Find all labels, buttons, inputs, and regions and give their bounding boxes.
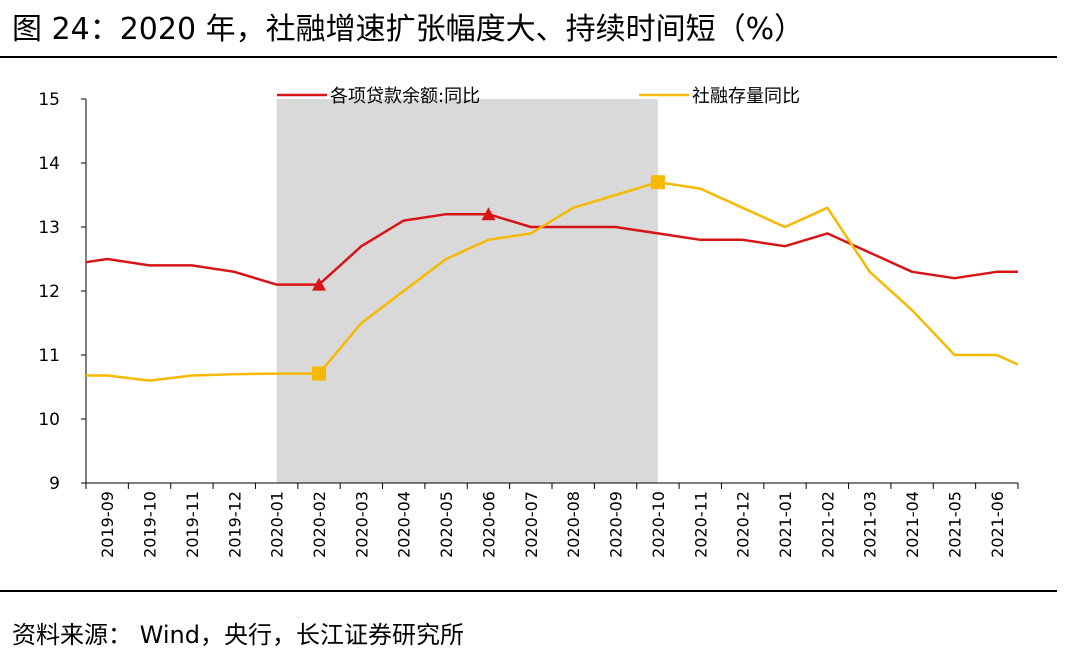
series-line-2 — [86, 180, 1019, 382]
x-tick-label: 2020-05 — [437, 491, 456, 558]
series-line-1 — [85, 212, 1018, 286]
legend-label: 各项贷款余额:同比 — [330, 86, 480, 107]
y-tick-label: 13 — [38, 218, 60, 238]
x-tick-label: 2021-04 — [903, 491, 922, 558]
shaded-period — [276, 99, 658, 483]
x-tick-label: 2020-04 — [395, 491, 414, 558]
x-tick-label: 2021-05 — [945, 491, 964, 558]
y-tick-label: 11 — [38, 346, 60, 366]
square-marker — [312, 366, 326, 381]
x-tick-label: 2021-03 — [861, 491, 880, 558]
line-chart: 15 14 13 12 11 10 9 2019-09 2019-10 2019-11 2019-1… — [38, 86, 1019, 558]
figure-title: 图 24：2020 年，社融增速扩张幅度大、持续时间短（%） — [12, 12, 805, 47]
square-marker — [650, 175, 665, 190]
y-tick-label: 9 — [49, 474, 60, 494]
x-tick-label: 2020-12 — [734, 491, 753, 558]
series-lines — [85, 180, 1019, 382]
triangle-marker — [481, 207, 496, 221]
x-tick-label: 2020-07 — [522, 491, 541, 558]
x-tick-label: 2020-06 — [479, 491, 498, 558]
series-markers — [312, 175, 665, 381]
triangle-marker — [312, 277, 326, 291]
source-note: 资料来源： Wind，央行，长江证券研究所 — [12, 621, 464, 649]
y-tick-label: 15 — [38, 90, 60, 110]
x-tick-label: 2020-03 — [352, 491, 371, 558]
shaded-period-layer — [276, 99, 658, 483]
y-tick-label: 12 — [38, 282, 60, 302]
x-tick-label: 2020-08 — [564, 491, 583, 558]
x-tick-label: 2020-11 — [691, 491, 710, 558]
x-tick-label: 2021-06 — [988, 491, 1007, 558]
x-tick-label: 2020-02 — [310, 491, 329, 558]
x-tick-label: 2020-09 — [607, 491, 626, 558]
x-tick-label: 2020-01 — [268, 491, 287, 558]
axes: 15 14 13 12 11 10 9 2019-09 2019-10 2019-11 2019-1… — [38, 90, 1019, 558]
y-tick-label: 10 — [38, 410, 60, 430]
title-divider — [0, 56, 1057, 58]
legend-label: 社融存量同比 — [692, 86, 800, 107]
x-tick-label: 2019-11 — [183, 491, 202, 558]
x-tick-label: 2021-02 — [818, 491, 837, 558]
legend: 各项贷款余额:同比 社融存量同比 — [277, 86, 800, 107]
x-tick-label: 2019-12 — [225, 491, 244, 558]
source-divider — [0, 590, 1057, 592]
x-tick-label: 2021-01 — [776, 491, 795, 558]
y-tick-label: 14 — [38, 154, 60, 174]
x-tick-label: 2019-10 — [141, 491, 160, 558]
x-tick-label: 2020-10 — [649, 491, 668, 558]
x-tick-label: 2019-09 — [98, 491, 117, 558]
